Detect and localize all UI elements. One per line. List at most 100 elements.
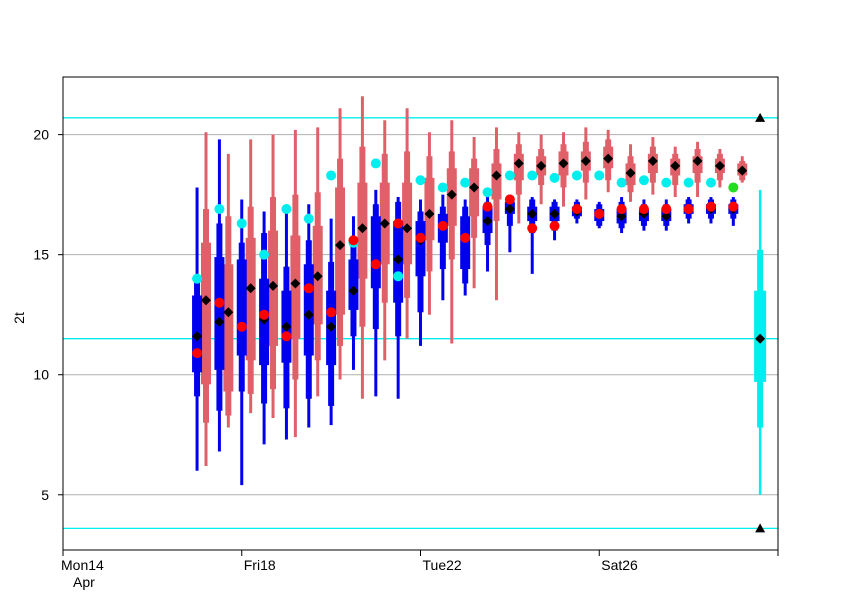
red-point-3 (259, 309, 270, 320)
red-median-5 (312, 271, 323, 282)
blue-median-15 (527, 208, 538, 219)
red-median-19 (625, 168, 636, 179)
x-tick-label-3: Sat26 (601, 557, 638, 573)
cyan-point-16 (549, 172, 560, 183)
red-point-21 (661, 204, 672, 215)
y-tick-label-15: 15 (33, 247, 49, 263)
cyan-point-18 (594, 170, 605, 181)
red-point-19 (616, 204, 627, 215)
blue-box-2-inner-box (236, 259, 247, 356)
red-median-0 (201, 295, 211, 306)
cyan-point-4 (281, 204, 292, 215)
red-box-0-inner-box (201, 242, 211, 385)
red-point-20 (638, 204, 649, 215)
cyan-point-17 (571, 170, 582, 181)
blue-median-16 (549, 208, 560, 219)
cyan-point-23 (705, 177, 716, 188)
red-point-15 (527, 223, 538, 234)
cyan-point-21 (661, 177, 672, 188)
red-point-7 (348, 235, 359, 246)
cyan-point-9 (393, 271, 404, 282)
blue-median-5 (303, 309, 314, 320)
cyan-point-1 (214, 204, 225, 215)
climate-median (755, 333, 766, 344)
red-median-23 (714, 160, 725, 171)
cyan-point-2 (236, 218, 247, 229)
blue-median-14 (504, 204, 515, 215)
blue-box-10-inner-box (415, 221, 426, 277)
red-median-13 (491, 170, 502, 181)
red-median-4 (290, 278, 301, 289)
blue-box-7-inner-box (348, 259, 359, 310)
red-median-15 (536, 160, 547, 171)
y-axis-title: 2t (11, 312, 27, 324)
blue-box-1-inner-box (214, 257, 225, 370)
red-point-8 (370, 259, 381, 270)
blue-median-6 (326, 321, 337, 332)
red-point-12 (460, 232, 471, 243)
red-point-13 (482, 201, 493, 212)
red-median-22 (692, 156, 703, 167)
blue-median-13 (482, 216, 493, 227)
cyan-point-20 (638, 175, 649, 186)
red-point-14 (504, 194, 515, 205)
blue-box-8-inner-box (370, 216, 381, 289)
point-series (192, 112, 766, 533)
blue-median-9 (393, 254, 404, 265)
red-point-11 (437, 220, 448, 231)
red-point-4 (281, 331, 292, 342)
red-box-1-inner-box (223, 264, 234, 392)
red-median-21 (670, 160, 681, 171)
cyan-point-22 (683, 177, 694, 188)
cyan-point-11 (437, 182, 448, 193)
red-point-1 (214, 297, 225, 308)
cyan-point-19 (616, 177, 627, 188)
red-point-22 (683, 204, 694, 215)
blue-median-7 (348, 285, 359, 296)
red-point-5 (303, 283, 314, 294)
red-box-2-inner-box (245, 237, 256, 361)
cyan-point-14 (504, 170, 515, 181)
y-tick-label-20: 20 (33, 127, 49, 143)
red-median-6 (335, 240, 346, 251)
blue-median-1 (214, 316, 225, 327)
red-median-2 (245, 283, 256, 294)
cyan-point-0 (192, 273, 203, 284)
red-median-3 (268, 280, 279, 291)
green-point (728, 182, 739, 193)
blue-median-21 (661, 211, 672, 222)
red-point-0 (192, 348, 203, 359)
y-tick-label-5: 5 (41, 487, 49, 503)
red-point-16 (549, 220, 560, 231)
blue-median-19 (616, 211, 627, 222)
cyan-point-6 (326, 170, 337, 181)
cyan-point-3 (259, 249, 270, 260)
red-median-7 (357, 223, 368, 234)
cyan-point-12 (460, 177, 471, 188)
red-median-12 (469, 182, 480, 193)
red-median-24 (737, 165, 748, 176)
red-median-17 (580, 156, 591, 167)
red-point-23 (705, 201, 716, 212)
x-tick-label-2: Tue22 (423, 557, 462, 573)
x-tick-sublabel-0: Apr (73, 574, 95, 590)
red-median-11 (446, 189, 457, 200)
x-tick-label-1: Fri18 (244, 557, 276, 573)
red-median-16 (558, 158, 569, 169)
red-point-6 (326, 307, 337, 318)
red-box-6-inner-box (335, 187, 346, 315)
red-point-10 (415, 232, 426, 243)
blue-median-0 (192, 331, 203, 342)
cyan-point-13 (482, 187, 493, 198)
red-point-2 (236, 321, 247, 332)
blue-median-4 (281, 321, 292, 332)
red-box-13-inner-box (491, 163, 502, 200)
red-median-1 (223, 307, 234, 318)
climate-marker-triangle-0 (755, 112, 766, 122)
red-point-9 (393, 218, 404, 229)
red-median-8 (379, 218, 390, 229)
cyan-point-5 (303, 213, 314, 224)
x-tick-label-0: Mon14 (61, 557, 104, 573)
